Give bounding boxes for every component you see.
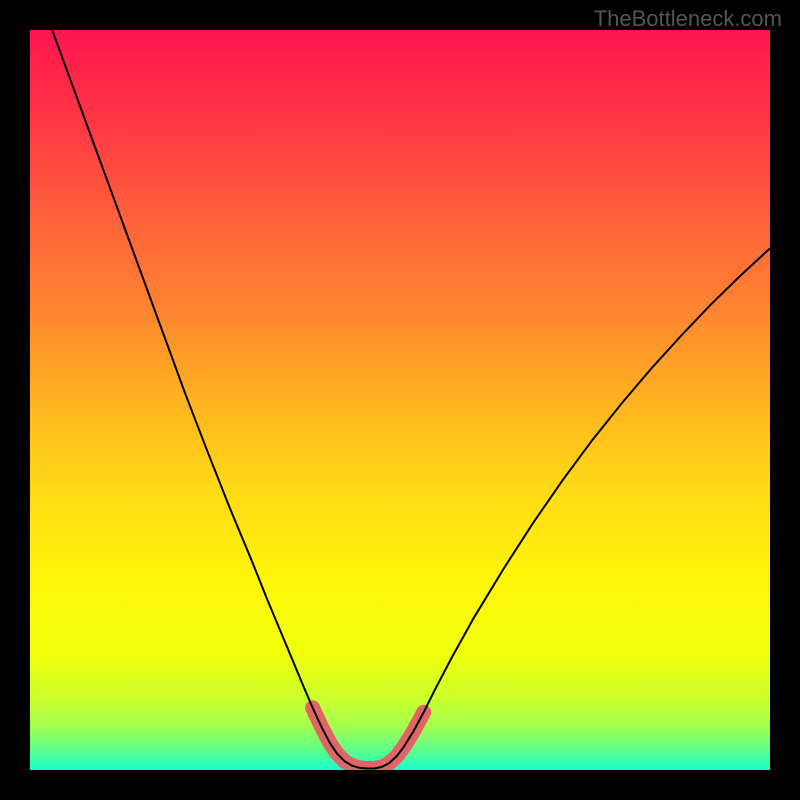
bottleneck-chart [0,0,800,800]
plot-background-gradient [30,30,770,770]
chart-container: TheBottleneck.com [0,0,800,800]
